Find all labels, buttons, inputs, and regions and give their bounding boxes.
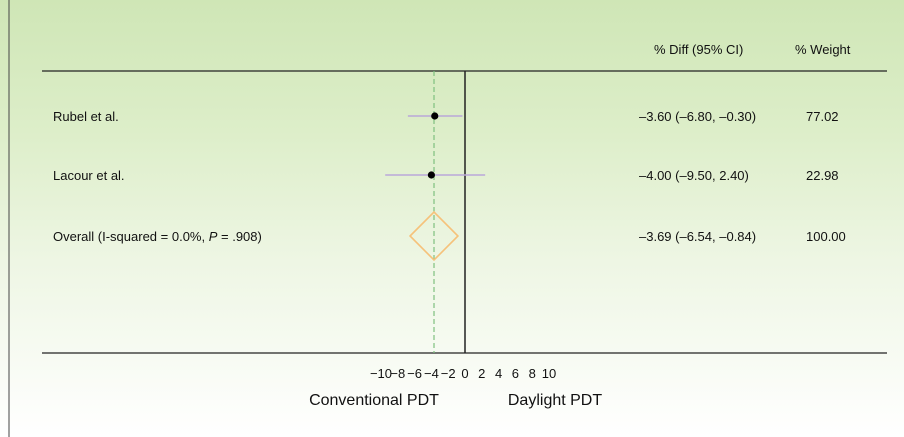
x-axis-tick-label: 0 <box>461 366 468 381</box>
weight-column-header: % Weight <box>795 42 851 57</box>
x-axis-tick-label: 2 <box>478 366 485 381</box>
study-label: Lacour et al. <box>53 168 125 183</box>
overall-diff-value: –3.69 (–6.54, –0.84) <box>639 229 756 244</box>
study-diff-value: –3.60 (–6.80, –0.30) <box>639 109 756 124</box>
study-label: Rubel et al. <box>53 109 119 124</box>
x-axis-right-label: Daylight PDT <box>508 392 602 409</box>
diff-column-header: % Diff (95% CI) <box>654 42 743 57</box>
x-axis-tick-label: 6 <box>512 366 519 381</box>
study-diff-value: –4.00 (–9.50, 2.40) <box>639 168 749 183</box>
x-axis-tick-labels: −10−8 −6 −4 −2 0 2 4 6 8 10 <box>370 366 556 381</box>
overall-label: Overall (I-squared = 0.0%, P = .908) <box>53 229 262 244</box>
study-weight-value: 77.02 <box>806 109 839 124</box>
x-axis-tick-label: −2 <box>441 366 456 381</box>
overall-weight-value: 100.00 <box>806 229 846 244</box>
x-axis-tick-label: −10 <box>370 366 392 381</box>
study-point-estimate <box>427 171 435 179</box>
x-axis-tick-label: 10 <box>542 366 556 381</box>
study-row-lacour: Lacour et al. –4.00 (–9.50, 2.40) 22.98 <box>53 168 839 183</box>
x-axis-tick-label: 8 <box>529 366 536 381</box>
x-axis-tick-label: −8 <box>390 366 405 381</box>
x-axis-tick-label: −4 <box>424 366 439 381</box>
x-axis-tick-label: −6 <box>407 366 422 381</box>
overall-diamond <box>408 210 460 262</box>
study-weight-value: 22.98 <box>806 168 839 183</box>
x-axis-tick-label: 4 <box>495 366 502 381</box>
study-point-estimate <box>431 112 439 120</box>
x-axis-left-label: Conventional PDT <box>309 392 439 409</box>
study-row-rubel: Rubel et al. –3.60 (–6.80, –0.30) 77.02 <box>53 109 839 124</box>
overall-row: Overall (I-squared = 0.0%, P = .908) –3.… <box>53 210 846 262</box>
